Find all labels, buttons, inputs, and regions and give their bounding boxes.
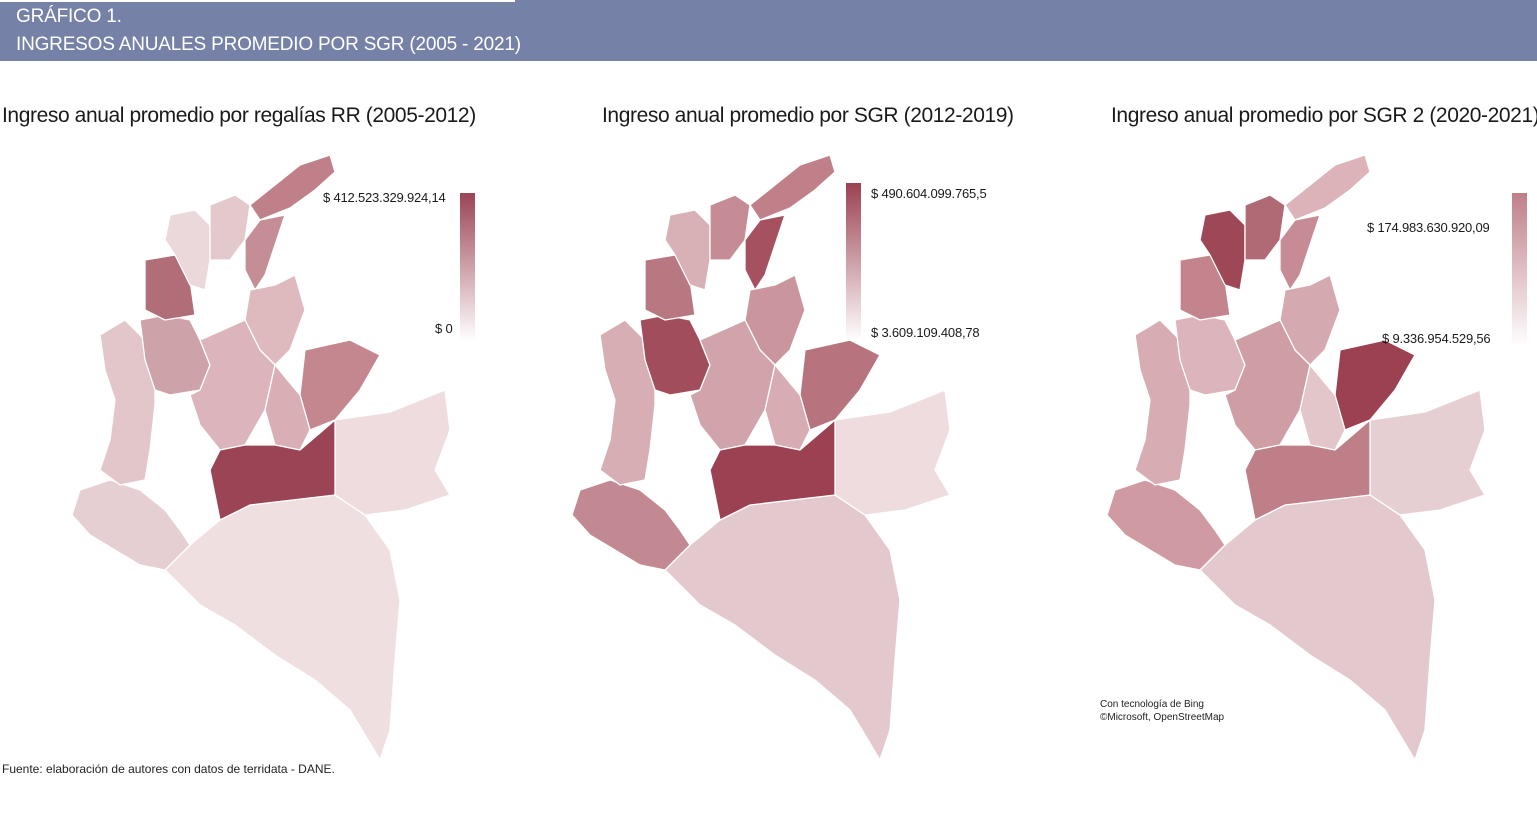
region-amazon [1199, 494, 1436, 761]
map-2-legend-min: $ 3.609.109.408,78 [871, 325, 980, 340]
region-east [334, 389, 451, 516]
map-attribution-osm: ©Microsoft, OpenStreetMap [1100, 712, 1225, 723]
map-attribution-bing: Con tecnología de Bing [1100, 699, 1204, 710]
region-coast1 [664, 209, 711, 291]
region-coast1 [164, 209, 211, 291]
region-east [1369, 389, 1486, 516]
region-cesar [244, 214, 286, 291]
map-3-legend-min: $ 9.336.954.529,56 [1382, 331, 1491, 346]
region-guajira [1284, 154, 1371, 221]
region-cesar [744, 214, 786, 291]
region-pacific [71, 479, 191, 571]
region-meta [709, 419, 836, 521]
region-pacific [1106, 479, 1226, 571]
source-note: Fuente: elaboración de autores con datos… [2, 762, 335, 776]
region-guajira [249, 154, 336, 221]
region-coast2 [209, 194, 251, 261]
region-amazon [664, 494, 901, 761]
region-amazon [164, 494, 401, 761]
map-2-legend-gradient [846, 183, 861, 341]
region-coast1 [1199, 209, 1246, 291]
region-east [834, 389, 951, 516]
region-meta [209, 419, 336, 521]
map-2-title: Ingreso anual promedio por SGR (2012-201… [602, 104, 1014, 127]
region-coast2 [1244, 194, 1286, 261]
map-3-legend-max: $ 174.983.630.920,09 [1367, 220, 1490, 235]
map-2-legend-max: $ 490.604.099.765,5 [871, 186, 987, 201]
map-3-legend-gradient [1512, 193, 1527, 347]
figure-number: GRÁFICO 1. [16, 6, 122, 27]
map-3-title: Ingreso anual promedio por SGR 2 (2020-2… [1111, 104, 1537, 127]
map-1-legend-max: $ 412.523.329.924,14 [323, 190, 446, 205]
region-cesar [1279, 214, 1321, 291]
map-1-title: Ingreso anual promedio por regalías RR (… [2, 104, 476, 127]
map-2-colombia [571, 154, 951, 761]
map-1-legend-gradient [460, 193, 475, 341]
region-coast2 [709, 194, 751, 261]
region-pacific [571, 479, 691, 571]
chart-header: GRÁFICO 1. INGRESOS ANUALES PROMEDIO POR… [0, 0, 1537, 61]
region-guajira [749, 154, 836, 221]
header-divider [0, 0, 515, 2]
region-meta [1244, 419, 1371, 521]
map-1-legend-min: $ 0 [435, 321, 453, 336]
figure-title: INGRESOS ANUALES PROMEDIO POR SGR (2005 … [16, 34, 521, 55]
map-3-colombia [1106, 154, 1486, 761]
map-1-colombia [71, 154, 451, 761]
